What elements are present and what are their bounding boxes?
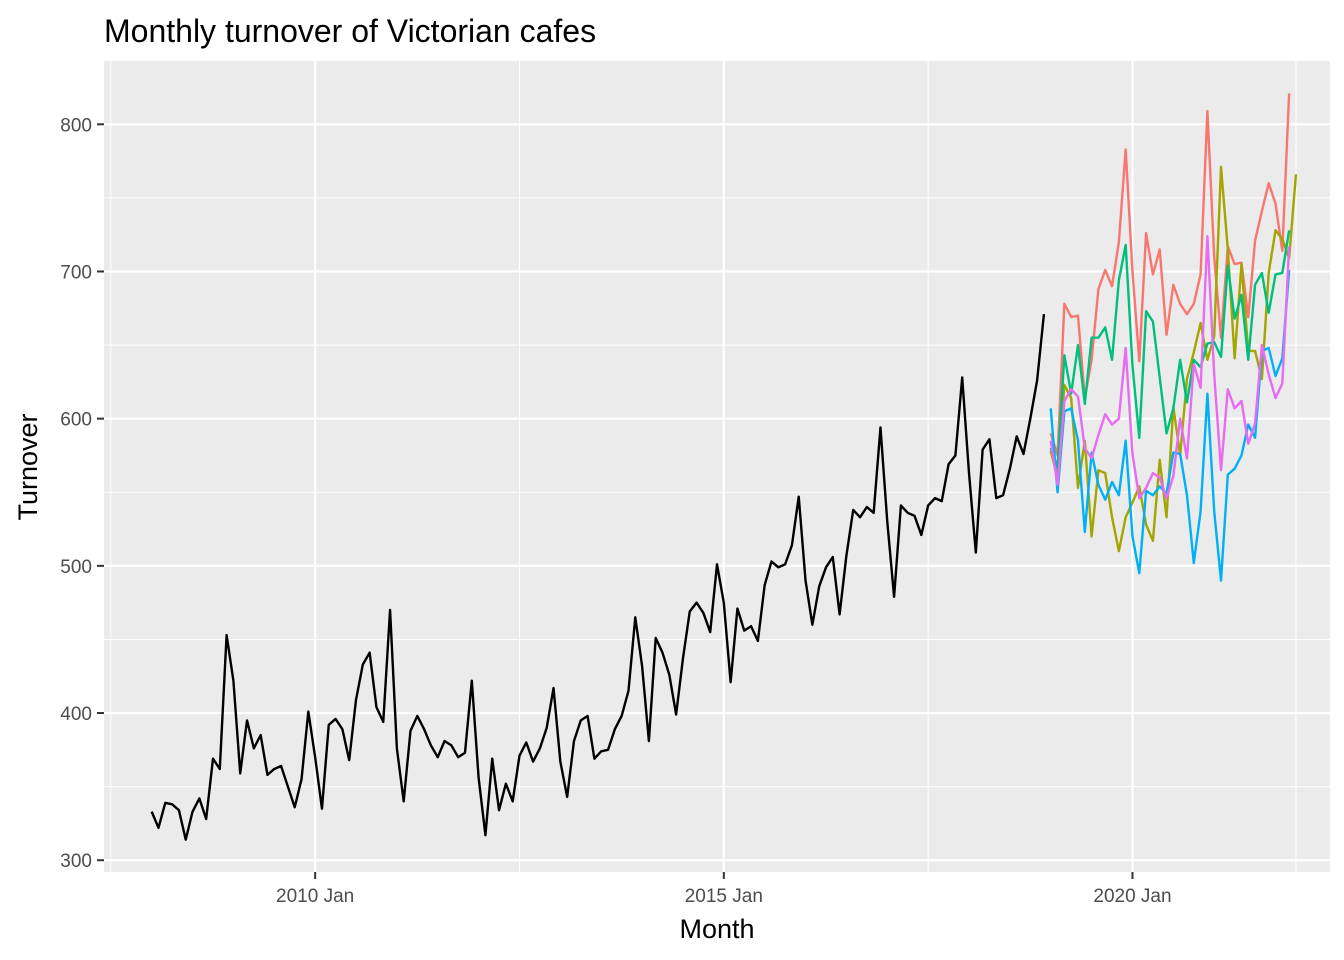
grid-minor (104, 61, 1330, 872)
x-axis-title: Month (679, 914, 754, 944)
y-tick-label-700: 700 (60, 262, 92, 283)
chart-title: Monthly turnover of Victorian cafes (104, 13, 596, 49)
series-layer (150, 93, 1298, 841)
x-tick-label-2010-01: 2010 Jan (276, 886, 354, 907)
y-tick-label-300: 300 (60, 851, 92, 872)
y-tick-label-600: 600 (60, 410, 92, 431)
y-tick-label-400: 400 (60, 704, 92, 725)
y-axis: 300 400 500 600 700 800 (60, 115, 104, 872)
y-tick-label-500: 500 (60, 557, 92, 578)
y-axis-title: Turnover (13, 413, 43, 520)
x-tick-label-2015-01: 2015 Jan (685, 886, 763, 907)
plot-panel (104, 61, 1330, 872)
series-line-future-1 (1049, 93, 1291, 457)
series-line-future-5 (1049, 234, 1291, 500)
x-tick-label-2020-01: 2020 Jan (1093, 886, 1171, 907)
series-line-future-3 (1049, 230, 1291, 469)
y-tick-label-800: 800 (60, 115, 92, 136)
x-axis: 2010 Jan 2015 Jan 2020 Jan (276, 872, 1172, 907)
series-line-history (150, 314, 1046, 841)
series-line-future-4 (1049, 269, 1291, 582)
